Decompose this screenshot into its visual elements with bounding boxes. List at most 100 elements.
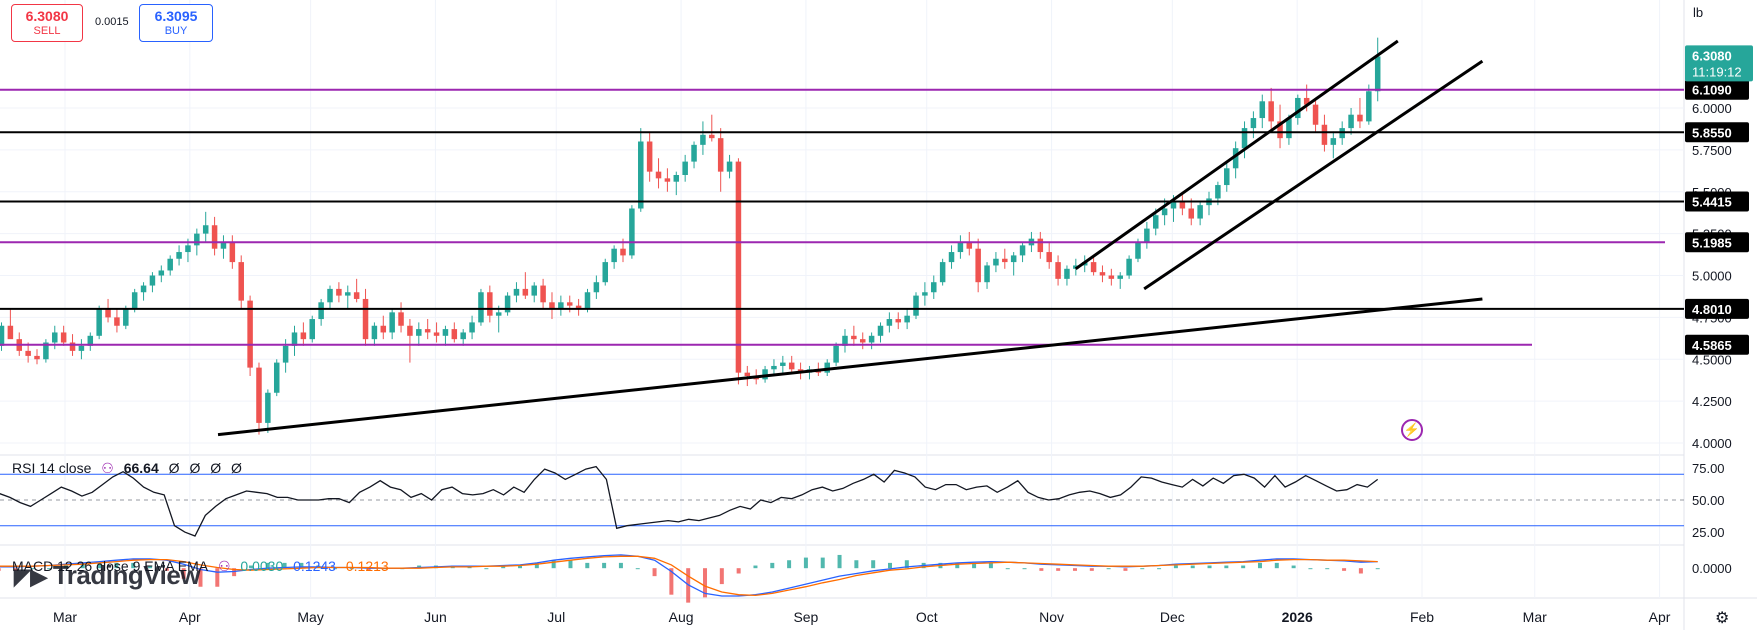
macd-histogram-bar [30, 568, 35, 570]
trendline[interactable] [1074, 39, 1399, 271]
candle-body [247, 300, 253, 368]
macd-histogram-bar [1274, 562, 1279, 569]
x-tick-label: Sep [793, 609, 818, 625]
buy-button[interactable]: 6.3095 BUY [139, 4, 213, 42]
macd-histogram-bar [854, 560, 859, 569]
bar-countdown: 11:19:12 [1692, 64, 1742, 79]
candle-body [1099, 272, 1106, 276]
candle-body [771, 365, 777, 370]
macd-histogram-bar [1173, 565, 1178, 569]
candle-body [300, 332, 307, 340]
candle-body [291, 332, 298, 346]
candle-body [123, 309, 129, 326]
macd-histogram-bar [1308, 568, 1313, 570]
price-tick-label: 5.0000 [1692, 269, 1732, 284]
rsi-flag: Ø [189, 460, 201, 476]
candle-body [611, 248, 617, 263]
macd-histogram-bar [988, 562, 993, 569]
x-tick-label: Dec [1160, 609, 1185, 625]
rsi-legend[interactable]: RSI 14 close ⚇ 66.64 Ø Ø Ø Ø [12, 460, 248, 477]
macd-histogram-bar [1224, 565, 1229, 569]
macd-histogram-bar [97, 562, 102, 569]
candle-body [265, 392, 271, 423]
macd-histogram-bar [1089, 568, 1094, 571]
x-tick-label: Jul [547, 609, 565, 625]
macd-histogram-bar [736, 568, 741, 574]
candle-body [211, 225, 218, 249]
trendline[interactable] [217, 297, 1483, 437]
level-price-tag [1685, 191, 1749, 212]
x-tick-label: 2026 [1282, 609, 1313, 625]
source-icon: ⚇ [101, 460, 114, 476]
lightning-icon[interactable]: ⚡ [1401, 419, 1423, 441]
candle-body [105, 309, 111, 318]
candle-body [1312, 104, 1319, 125]
macd-histogram-bar [888, 562, 893, 569]
level-price-tag [1685, 334, 1749, 355]
candle-body [584, 292, 591, 309]
macd-histogram-bar [1056, 568, 1061, 571]
candle-body [353, 292, 360, 299]
settings-gear-icon[interactable]: ⚙ [1715, 610, 1730, 627]
macd-line-value: 0.1243 [293, 558, 336, 574]
candle-body [398, 312, 404, 326]
candle-body [1117, 275, 1123, 279]
candle-body [984, 265, 990, 283]
candle-body [1055, 262, 1061, 279]
macd-histogram-bar [164, 568, 169, 571]
candle-body [1286, 118, 1292, 139]
candle-body [424, 329, 431, 333]
macd-histogram-bar [1022, 568, 1027, 570]
candle-body [851, 335, 857, 340]
macd-histogram-bar [282, 562, 287, 569]
candle-body [495, 312, 502, 316]
macd-legend[interactable]: MACD 12 26 close 9 EMA EMA ⚇ 0.0030 0.12… [12, 558, 395, 575]
candle-body [1224, 168, 1230, 186]
candle-body [948, 252, 955, 263]
sell-price: 6.3080 [25, 8, 69, 24]
macd-histogram-bar [1375, 568, 1380, 570]
x-tick-label: May [297, 609, 323, 625]
candle-body [1037, 238, 1044, 253]
candle-body [389, 312, 395, 333]
candle-body [407, 325, 413, 336]
x-tick-label: Oct [916, 609, 938, 625]
candle-body [540, 285, 546, 303]
candle-body [256, 367, 262, 423]
candle-body [966, 242, 973, 249]
candle-body [202, 225, 209, 234]
candle-body [824, 362, 830, 373]
price-unit-label[interactable]: lb [1693, 5, 1704, 20]
x-tick-label: Mar [1523, 609, 1547, 625]
candle-body [504, 295, 511, 313]
macd-histogram-bar [114, 562, 119, 569]
candle-body [371, 325, 378, 340]
candle-body [194, 233, 200, 246]
macd-histogram-bar [820, 557, 825, 569]
candle-body [788, 362, 795, 370]
macd-histogram-bar [1257, 562, 1262, 569]
candle-body [726, 161, 733, 172]
macd-tick-label: 0.0000 [1692, 561, 1732, 576]
macd-histogram-bar [484, 568, 489, 570]
candle-body [1126, 258, 1132, 276]
candle-body [939, 262, 946, 283]
macd-signal-value: 0.1213 [345, 558, 389, 574]
price-tick-label: 6.0000 [1692, 101, 1732, 116]
macd-histogram-bar [349, 568, 354, 570]
candle-body [931, 282, 937, 293]
macd-histogram-bar [955, 562, 960, 569]
candle-body [868, 335, 875, 343]
candle-body [1277, 121, 1283, 139]
candle-body [87, 335, 94, 346]
candle-body [646, 141, 653, 172]
macd-histogram-bar [585, 562, 590, 569]
x-tick-label: Mar [53, 609, 77, 625]
candle-body [345, 292, 351, 296]
candle-body [735, 161, 742, 373]
candle-body [904, 315, 910, 323]
trendline[interactable] [1143, 59, 1484, 291]
candle-body [975, 248, 981, 283]
sell-button[interactable]: 6.3080 SELL [11, 4, 83, 42]
